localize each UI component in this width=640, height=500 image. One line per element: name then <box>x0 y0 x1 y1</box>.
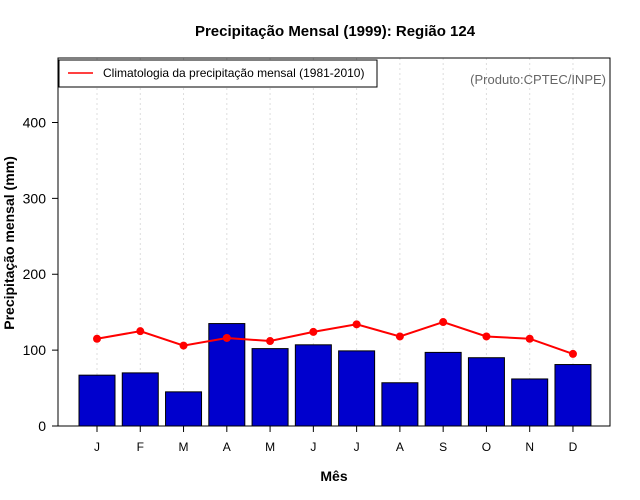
x-tick-label-2: M <box>179 440 189 454</box>
climatology-point-8 <box>439 318 448 327</box>
climatology-point-9 <box>482 332 491 341</box>
bar-0 <box>78 374 116 427</box>
y-tick-label-3: 300 <box>23 190 47 206</box>
climatology-point-1 <box>136 327 145 336</box>
y-tick-label-1: 100 <box>23 342 47 358</box>
climatology-point-3 <box>222 333 231 342</box>
x-tick-label-8: S <box>439 440 447 454</box>
bar-series <box>78 323 592 427</box>
climatology-point-11 <box>568 349 577 358</box>
x-tick-label-6: J <box>354 440 360 454</box>
bar-11 <box>554 364 592 427</box>
y-tick-label-0: 0 <box>38 418 46 434</box>
climatology-point-4 <box>266 337 275 346</box>
x-tick-label-11: D <box>569 440 578 454</box>
bar-7 <box>381 382 419 427</box>
y-axis-label: Precipitação mensal (mm) <box>1 156 17 330</box>
bar-10 <box>511 378 549 427</box>
plot-frame <box>57 57 611 427</box>
climatology-point-10 <box>525 334 534 343</box>
climatology-point-0 <box>93 334 101 343</box>
chart-title: Precipitação Mensal (1999): Região 124 <box>195 23 476 40</box>
x-tick-label-7: A <box>396 440 404 454</box>
x-tick-label-10: N <box>525 440 534 454</box>
x-tick-label-0: J <box>94 440 100 454</box>
bar-6 <box>338 350 376 427</box>
bar-4 <box>251 348 289 427</box>
x-tick-label-3: A <box>223 440 231 454</box>
x-tick-label-4: M <box>265 440 275 454</box>
x-tick-label-1: F <box>137 440 144 454</box>
climatology-point-2 <box>179 341 188 350</box>
climatology-line <box>96 320 574 355</box>
credit-annotation: (Produto:CPTEC/INPE) <box>470 72 606 87</box>
bar-8 <box>424 351 462 427</box>
x-tick-label-5: J <box>310 440 316 454</box>
x-tick-label-9: O <box>482 440 491 454</box>
bar-2 <box>165 391 203 427</box>
legend: Climatologia da precipitação mensal (198… <box>58 59 378 88</box>
climatology-point-6 <box>352 320 361 329</box>
climatology-point-7 <box>395 332 404 341</box>
x-axis-label: Mês <box>320 468 347 484</box>
legend-label: Climatologia da precipitação mensal (198… <box>103 66 364 80</box>
y-tick-label-4: 400 <box>23 114 47 130</box>
bar-9 <box>467 357 505 427</box>
bar-5 <box>294 344 332 427</box>
legend-box <box>58 59 378 88</box>
climatology-series <box>93 318 577 358</box>
bar-1 <box>121 372 159 427</box>
climatology-point-5 <box>309 327 318 336</box>
y-tick-label-2: 200 <box>23 266 47 282</box>
y-axis: 0 100 200 300 400 <box>23 114 58 434</box>
